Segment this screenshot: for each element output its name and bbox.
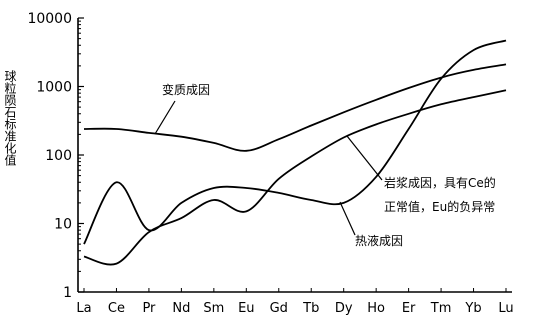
axes [77,18,512,293]
x-tick-label: Dy [335,301,353,316]
series-lines [83,39,507,266]
x-tick-label: Ce [108,301,125,316]
annotation-magmatic-line: 岩浆成因，具有Ce的 [384,175,496,190]
x-tick-label: Tb [302,301,319,316]
y-axis-title-wrapper: 球粒陨石标准化值 [2,70,20,260]
y-tick-label: 100 [45,148,72,164]
x-tick-label: Gd [270,301,288,316]
y-tick-label: 10000 [27,11,72,27]
x-tick-label: Lu [498,301,513,316]
hydrothermal-series-line [83,39,507,245]
y-tick-label: 1 [63,285,72,301]
x-tick-label: Ho [367,301,385,316]
x-tick-label: Tm [430,301,452,316]
metamorphic-series-line [83,63,507,152]
x-tick-label: Nd [172,301,190,316]
annotation-hydrothermal: 热液成因 [355,233,403,248]
annotation-magmatic-line: 正常值，Eu的负异常 [384,199,495,214]
y-ticks: 1 10 100 1000 10000 [27,11,84,301]
x-ticks: La Ce Pr Nd Sm Eu Gd Tb Dy Ho Er Tm Yb Lu [76,288,514,316]
x-tick-label: Yb [464,301,481,316]
leader-metamorphic [154,100,176,135]
x-tick-label: Sm [203,301,224,316]
y-axis-title: 球粒陨石标准化值 [3,70,17,166]
annotation-metamorphic: 变质成因 [162,82,210,97]
y-tick-label: 1000 [36,80,72,96]
y-tick-label: 10 [54,217,72,233]
x-tick-label: Eu [238,301,254,316]
x-tick-label: La [76,301,91,316]
leader-magmatic [346,135,383,181]
x-tick-label: Er [402,301,416,316]
x-tick-label: Pr [142,301,156,316]
leader-hydrothermal [339,201,356,236]
